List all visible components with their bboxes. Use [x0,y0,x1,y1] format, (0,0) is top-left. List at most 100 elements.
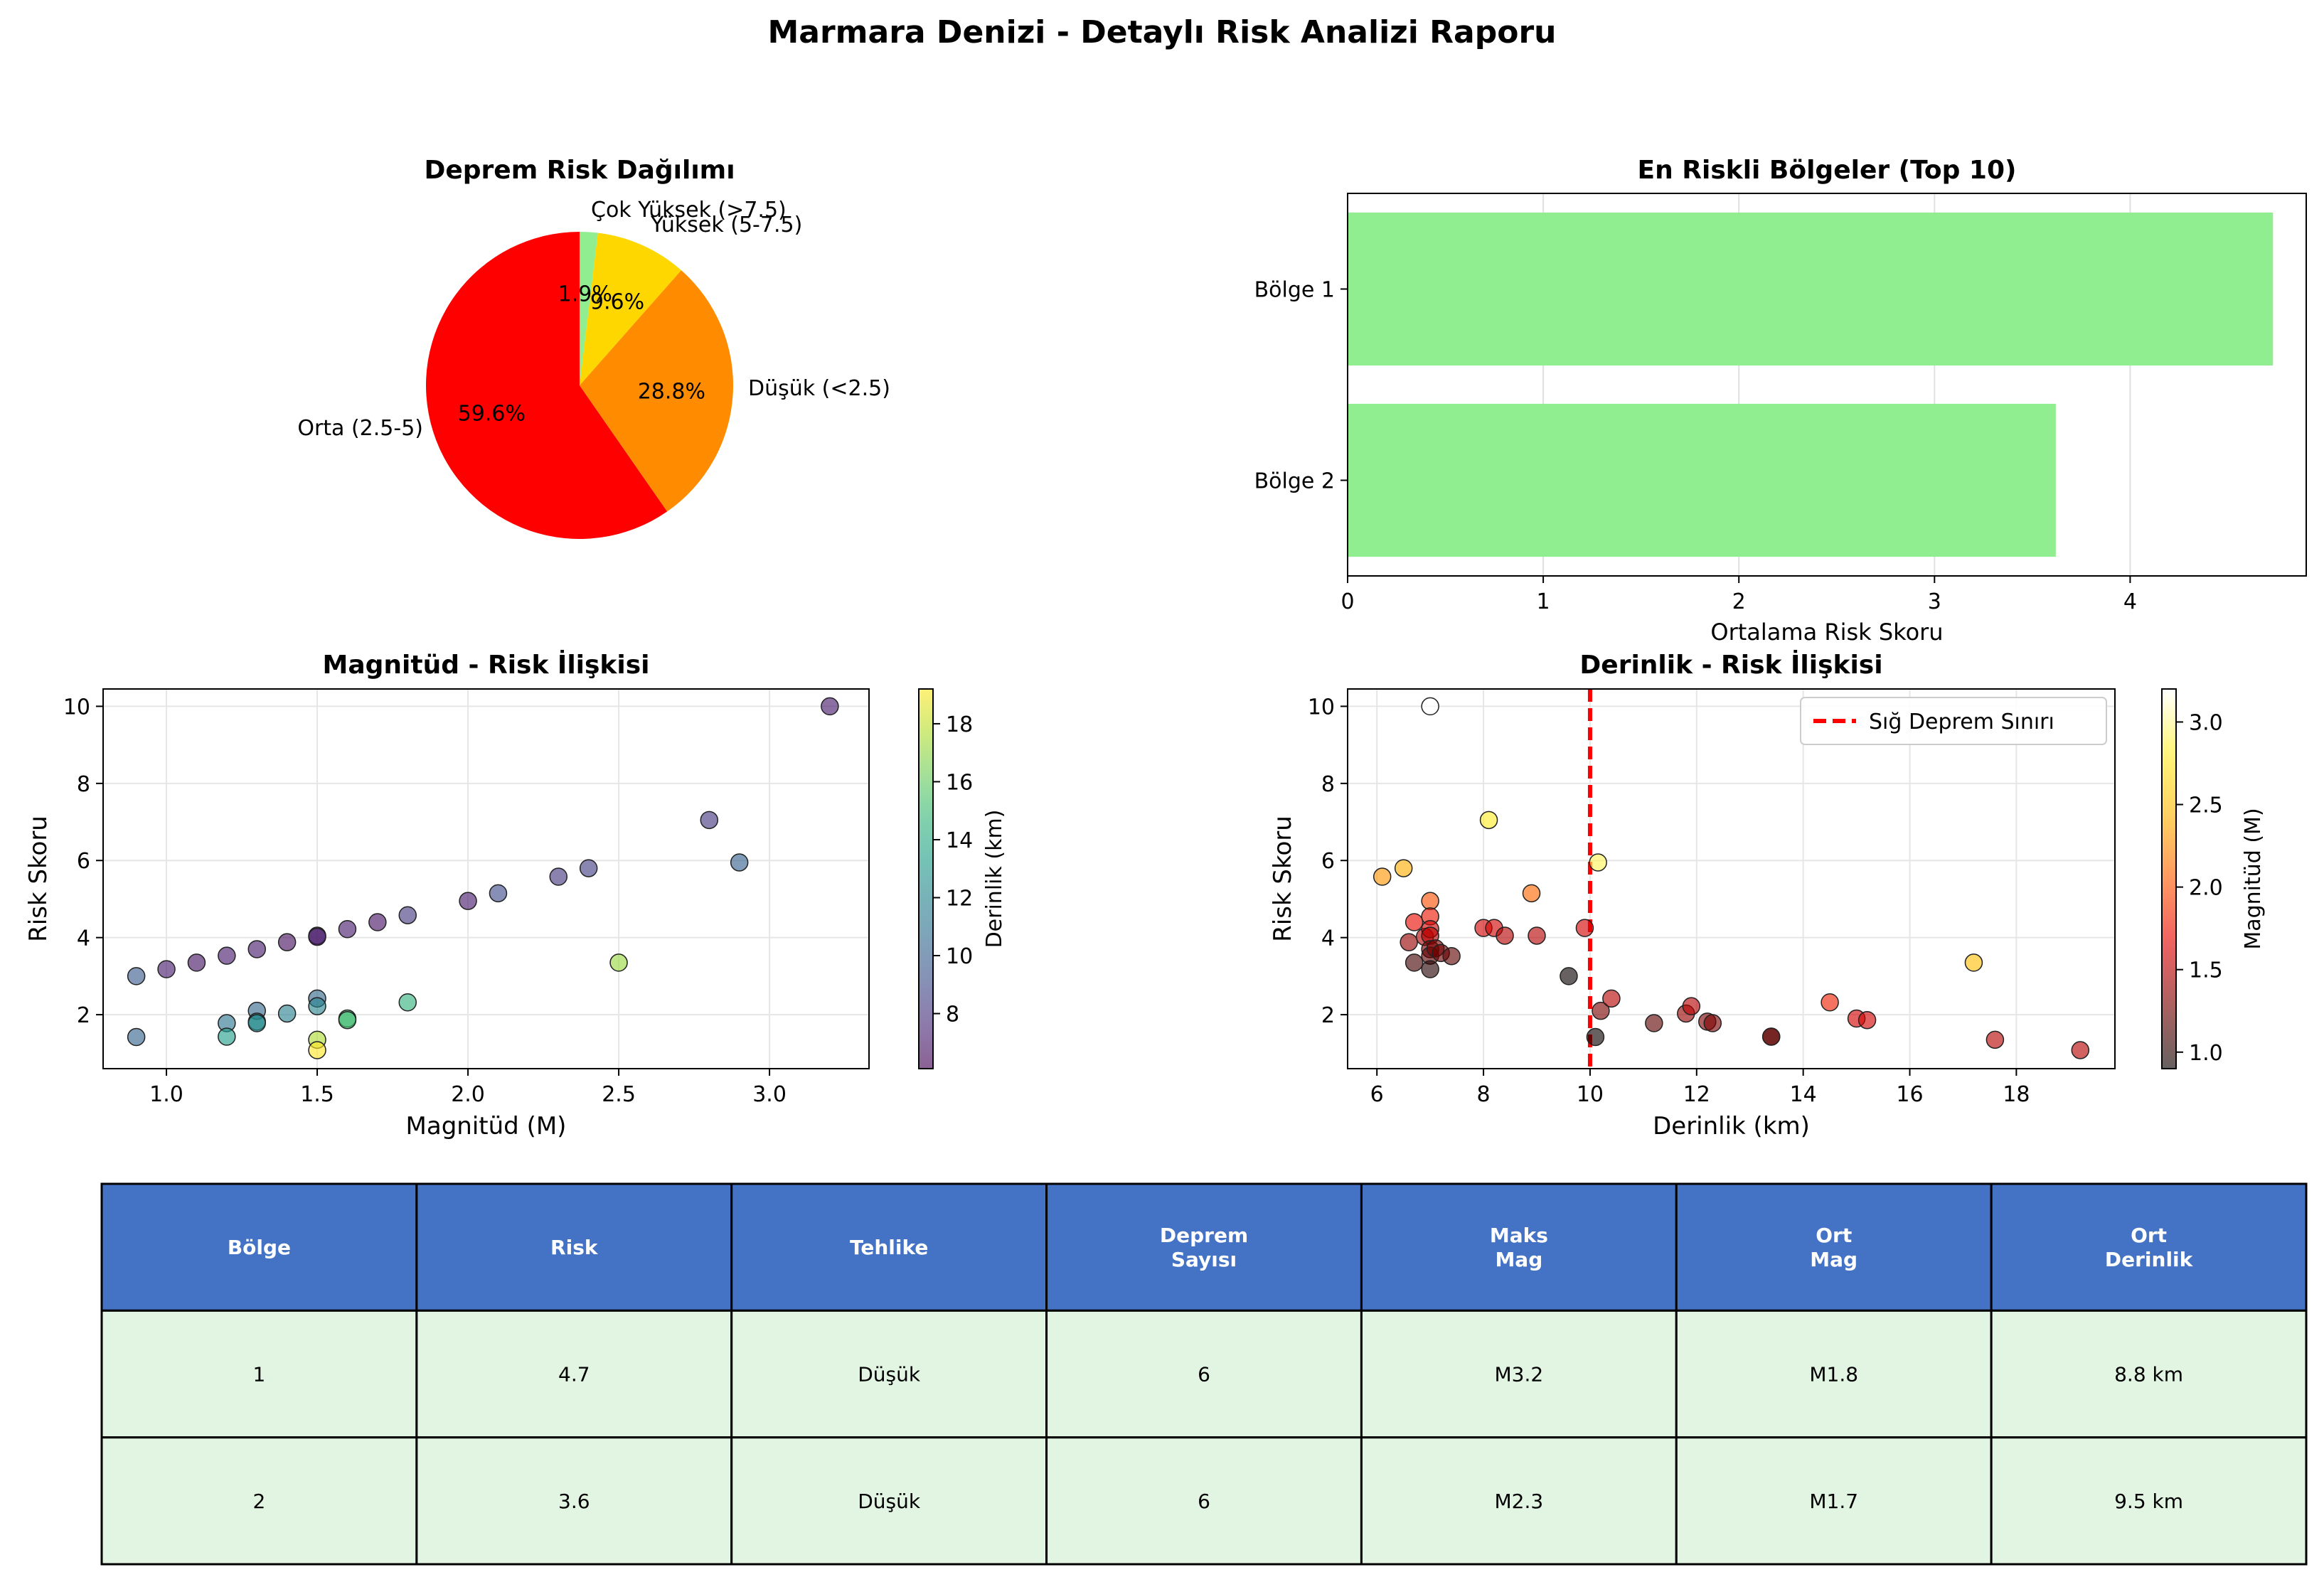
table-cell [1675,1436,1993,1566]
legend-label: Sığ Deprem Sınırı [1869,710,2054,734]
pie-slice [580,232,598,385]
y-tick-label: 10 [1308,695,1335,720]
colorbar-tick-label: 1.0 [2189,1041,2223,1066]
table-header-text: Bölge [228,1236,291,1259]
table-cell-text: M2.3 [1495,1490,1544,1513]
table-header-cell [1045,1182,1363,1312]
pie-slice-label: Yüksek (5-7.5) [650,213,802,237]
scatter-point [1964,953,1983,972]
plot-frame [1347,688,2116,1069]
scatter-point [1703,1014,1722,1032]
table-cell [1990,1309,2308,1439]
scatter-point [489,884,508,903]
bar [1348,212,2274,366]
table-cell-text: 4.7 [558,1363,590,1386]
x-tick-label: 1 [1537,589,1550,614]
y-tick-label: 2 [1321,1003,1335,1028]
scatter-point [1575,919,1594,937]
scatter-point [277,1004,297,1023]
scatter-point [187,953,206,972]
table-cell [100,1436,418,1566]
bar-chart: En Riskli Bölgeler (Top 10) 0 1 2 3 4 Bölge 1 B… [1254,156,2307,646]
summary-table: Bölge Risk TehlikeDepremSayısıMaksMagOrtMa… [100,1182,2308,1566]
colorbar-label: Magnitüd (M) [2241,808,2266,949]
table-cell-text: Düşük [858,1490,921,1513]
scatter-point [1586,1027,1605,1047]
scatter-point [308,1041,326,1059]
scatter-point [1682,997,1701,1015]
scatter-point [1404,913,1424,931]
scatter-point [218,946,236,965]
scatter-point [1400,933,1418,951]
report-title: Marmara Denizi - Detaylı Risk Analizi Ra… [768,14,1557,50]
x-tick-label: 2.0 [451,1082,485,1107]
x-axis-label: Magnitüd (M) [406,1112,567,1140]
x-tick-label: 3.0 [752,1082,787,1107]
colorbar-tick-label: 2.5 [2189,793,2223,818]
x-tick-label: 8 [1477,1082,1491,1107]
y-tick-label: 6 [1321,849,1335,874]
table-header-text: Sayısı [1171,1248,1237,1271]
table-cell-text: 1 [253,1363,266,1386]
colorbar [918,688,934,1069]
table-cell [1045,1436,1363,1566]
colorbar-tick-label: 12 [946,886,973,911]
depth-risk-scatter: Derinlik - Risk İlişkisi 6 8 10 12 14 16 18 2 4 6 8… [1269,650,2266,1140]
scatter-point [1372,867,1392,886]
table-header-text: Mag [1495,1248,1542,1271]
y-tick-label: 8 [77,772,90,797]
scatter-point [1821,993,1839,1012]
scatter-point [1589,853,1607,872]
scatter-point [459,892,477,910]
scatter-point [127,967,146,985]
scatter-point [1985,1030,2005,1049]
colorbar-tick-label: 18 [946,712,973,737]
table-cell-text: M1.7 [1809,1490,1858,1513]
scatter-point [247,940,266,958]
table-cell [1990,1436,2308,1566]
table-cell [730,1436,1048,1566]
y-axis-label: Risk Skoru [24,816,53,942]
scatter-point [308,997,326,1015]
table-cell-text: 3.6 [558,1490,590,1513]
scatter-point [1857,1010,1877,1030]
bar-chart-title: En Riskli Bölgeler (Top 10) [1638,156,2017,185]
pie-slice [580,233,681,385]
table-header-text: Mag [1810,1248,1857,1271]
scatter-point [730,853,749,872]
table-cell-text: 6 [1198,1490,1210,1513]
pie-slice [580,270,733,512]
pie-percent-label: 28.8% [638,380,705,405]
scatter-point [218,1027,236,1046]
scatter-point [338,919,357,939]
x-tick-label: 18 [2003,1082,2030,1107]
scatter-title: Magnitüd - Risk İlişkisi [323,650,650,680]
table-header-text: Derinlik [2105,1248,2194,1271]
x-axis-label: Derinlik (km) [1653,1112,1810,1140]
colorbar-tick-label: 16 [946,770,973,795]
table-cell [730,1309,1048,1439]
scatter-point [609,953,628,972]
x-tick-label: 16 [1896,1082,1923,1107]
x-tick-label: 12 [1683,1082,1710,1107]
x-tick-label: 1.0 [149,1082,183,1107]
table-header-cell [730,1182,1048,1312]
plot-frame [102,688,870,1069]
table-cell [1360,1309,1678,1439]
table-cell [1360,1436,1678,1566]
x-tick-label: 6 [1370,1082,1384,1107]
table-cell-text: 9.5 km [2114,1490,2183,1513]
scatter-point [247,1014,266,1032]
scatter-point [1592,1001,1610,1020]
scatter-point [127,1027,146,1047]
x-tick-label: 3 [1928,589,1941,614]
colorbar-tick-label: 2.0 [2189,876,2223,901]
table-cell [415,1436,733,1566]
scatter-point [1421,960,1439,978]
colorbar-tick-label: 3.0 [2189,710,2223,735]
scatter-point [368,913,387,931]
table-header-cell [1990,1182,2308,1312]
scatter-point [398,906,417,924]
y-tick-label: 6 [77,849,90,874]
